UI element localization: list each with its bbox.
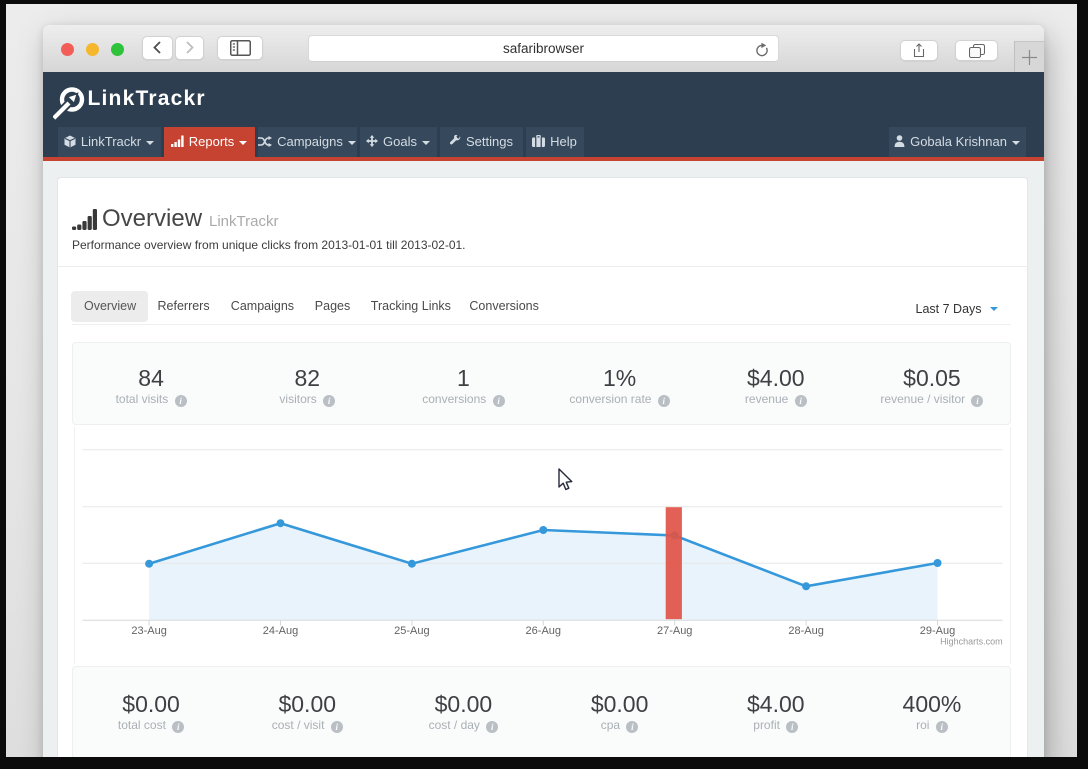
svg-text:23-Aug: 23-Aug <box>131 625 166 637</box>
svg-text:28-Aug: 28-Aug <box>788 625 823 637</box>
svg-text:26-Aug: 26-Aug <box>526 625 561 637</box>
svg-text:Highcharts.com: Highcharts.com <box>940 637 1003 647</box>
svg-text:29-Aug: 29-Aug <box>920 625 955 637</box>
svg-text:27-Aug: 27-Aug <box>657 625 692 637</box>
svg-text:24-Aug: 24-Aug <box>263 625 298 637</box>
svg-text:25-Aug: 25-Aug <box>394 625 429 637</box>
